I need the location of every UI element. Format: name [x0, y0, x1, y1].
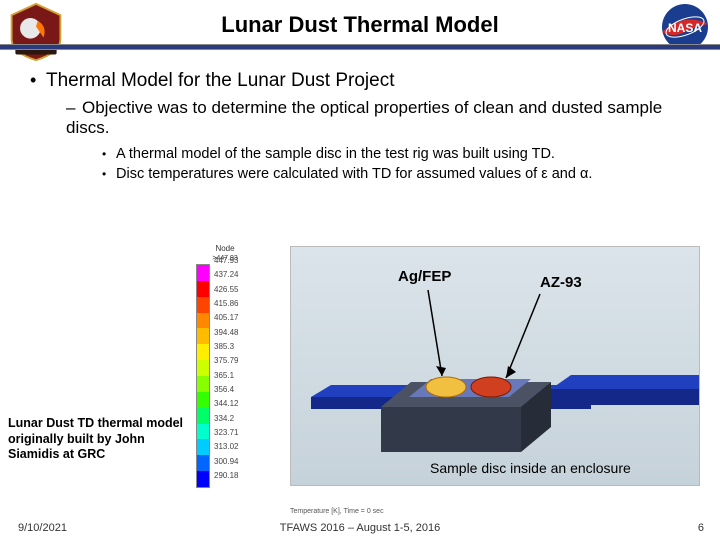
bullet-l3b: Disc temperatures were calculated with T… — [102, 166, 698, 182]
colorbar-tick: 415.86 — [214, 299, 238, 308]
colorbar-tick: 394.48 — [214, 328, 238, 337]
slide-title: Lunar Dust Thermal Model — [0, 0, 720, 38]
colorbar-tick: 323.71 — [214, 428, 238, 437]
colorbar-tick: 385.3 — [214, 342, 238, 351]
colorbar-tick: 405.17 — [214, 313, 238, 322]
content-area: Thermal Model for the Lunar Dust Project… — [0, 56, 720, 182]
footer-center: TFAWS 2016 – August 1-5, 2016 — [0, 522, 720, 534]
label-agfep: Ag/FEP — [398, 268, 451, 285]
bullet-l1: Thermal Model for the Lunar Dust Project… — [30, 70, 698, 182]
colorbar-tick: 356.4 — [214, 385, 238, 394]
figure-caption: Sample disc inside an enclosure — [430, 460, 631, 476]
colorbar-segment — [197, 313, 209, 329]
header-divider — [0, 44, 720, 50]
colorbar-segment — [197, 281, 209, 297]
time-label: Temperature [K], Time = 0 sec — [290, 508, 700, 518]
colorbar-tick: 290.18 — [214, 471, 238, 480]
colorbar-segment — [197, 424, 209, 440]
figure-area: Node >447.93 447.93437.24426.55415.86405… — [0, 238, 720, 498]
colorbar-title: Node — [190, 244, 260, 253]
colorbar-segment — [197, 297, 209, 313]
colorbar-tick: 334.2 — [214, 414, 238, 423]
footer-page: 6 — [698, 522, 704, 534]
colorbar-segment — [197, 265, 209, 281]
svg-text:NASA: NASA — [668, 21, 702, 35]
colorbar-segment — [197, 344, 209, 360]
colorbar-segment — [197, 392, 209, 408]
colorbar-segment — [197, 439, 209, 455]
colorbar-segment — [197, 455, 209, 471]
bullet-l3a: A thermal model of the sample disc in th… — [102, 146, 698, 162]
colorbar-tick: 344.12 — [214, 399, 238, 408]
temperature-colorbar: Node >447.93 447.93437.24426.55415.86405… — [190, 244, 260, 490]
colorbar-segment — [197, 376, 209, 392]
colorbar-tick: 313.02 — [214, 442, 238, 451]
colorbar-tick: 300.94 — [214, 457, 238, 466]
colorbar-segment — [197, 471, 209, 487]
colorbar-segment — [197, 328, 209, 344]
thermal-model-render — [290, 246, 700, 486]
colorbar-tick: 426.55 — [214, 285, 238, 294]
model-credit: Lunar Dust TD thermal model originally b… — [8, 416, 190, 463]
label-az93: AZ-93 — [540, 274, 582, 291]
colorbar-tick: 437.24 — [214, 270, 238, 279]
colorbar-segment — [197, 360, 209, 376]
lunar-dust-badge-icon — [4, 2, 68, 62]
bullet-l2: Objective was to determine the optical p… — [66, 98, 698, 182]
colorbar-segment — [197, 408, 209, 424]
colorbar-tick: 447.93 — [214, 256, 238, 265]
colorbar-tick: 375.79 — [214, 356, 238, 365]
colorbar-tick: 365.1 — [214, 371, 238, 380]
